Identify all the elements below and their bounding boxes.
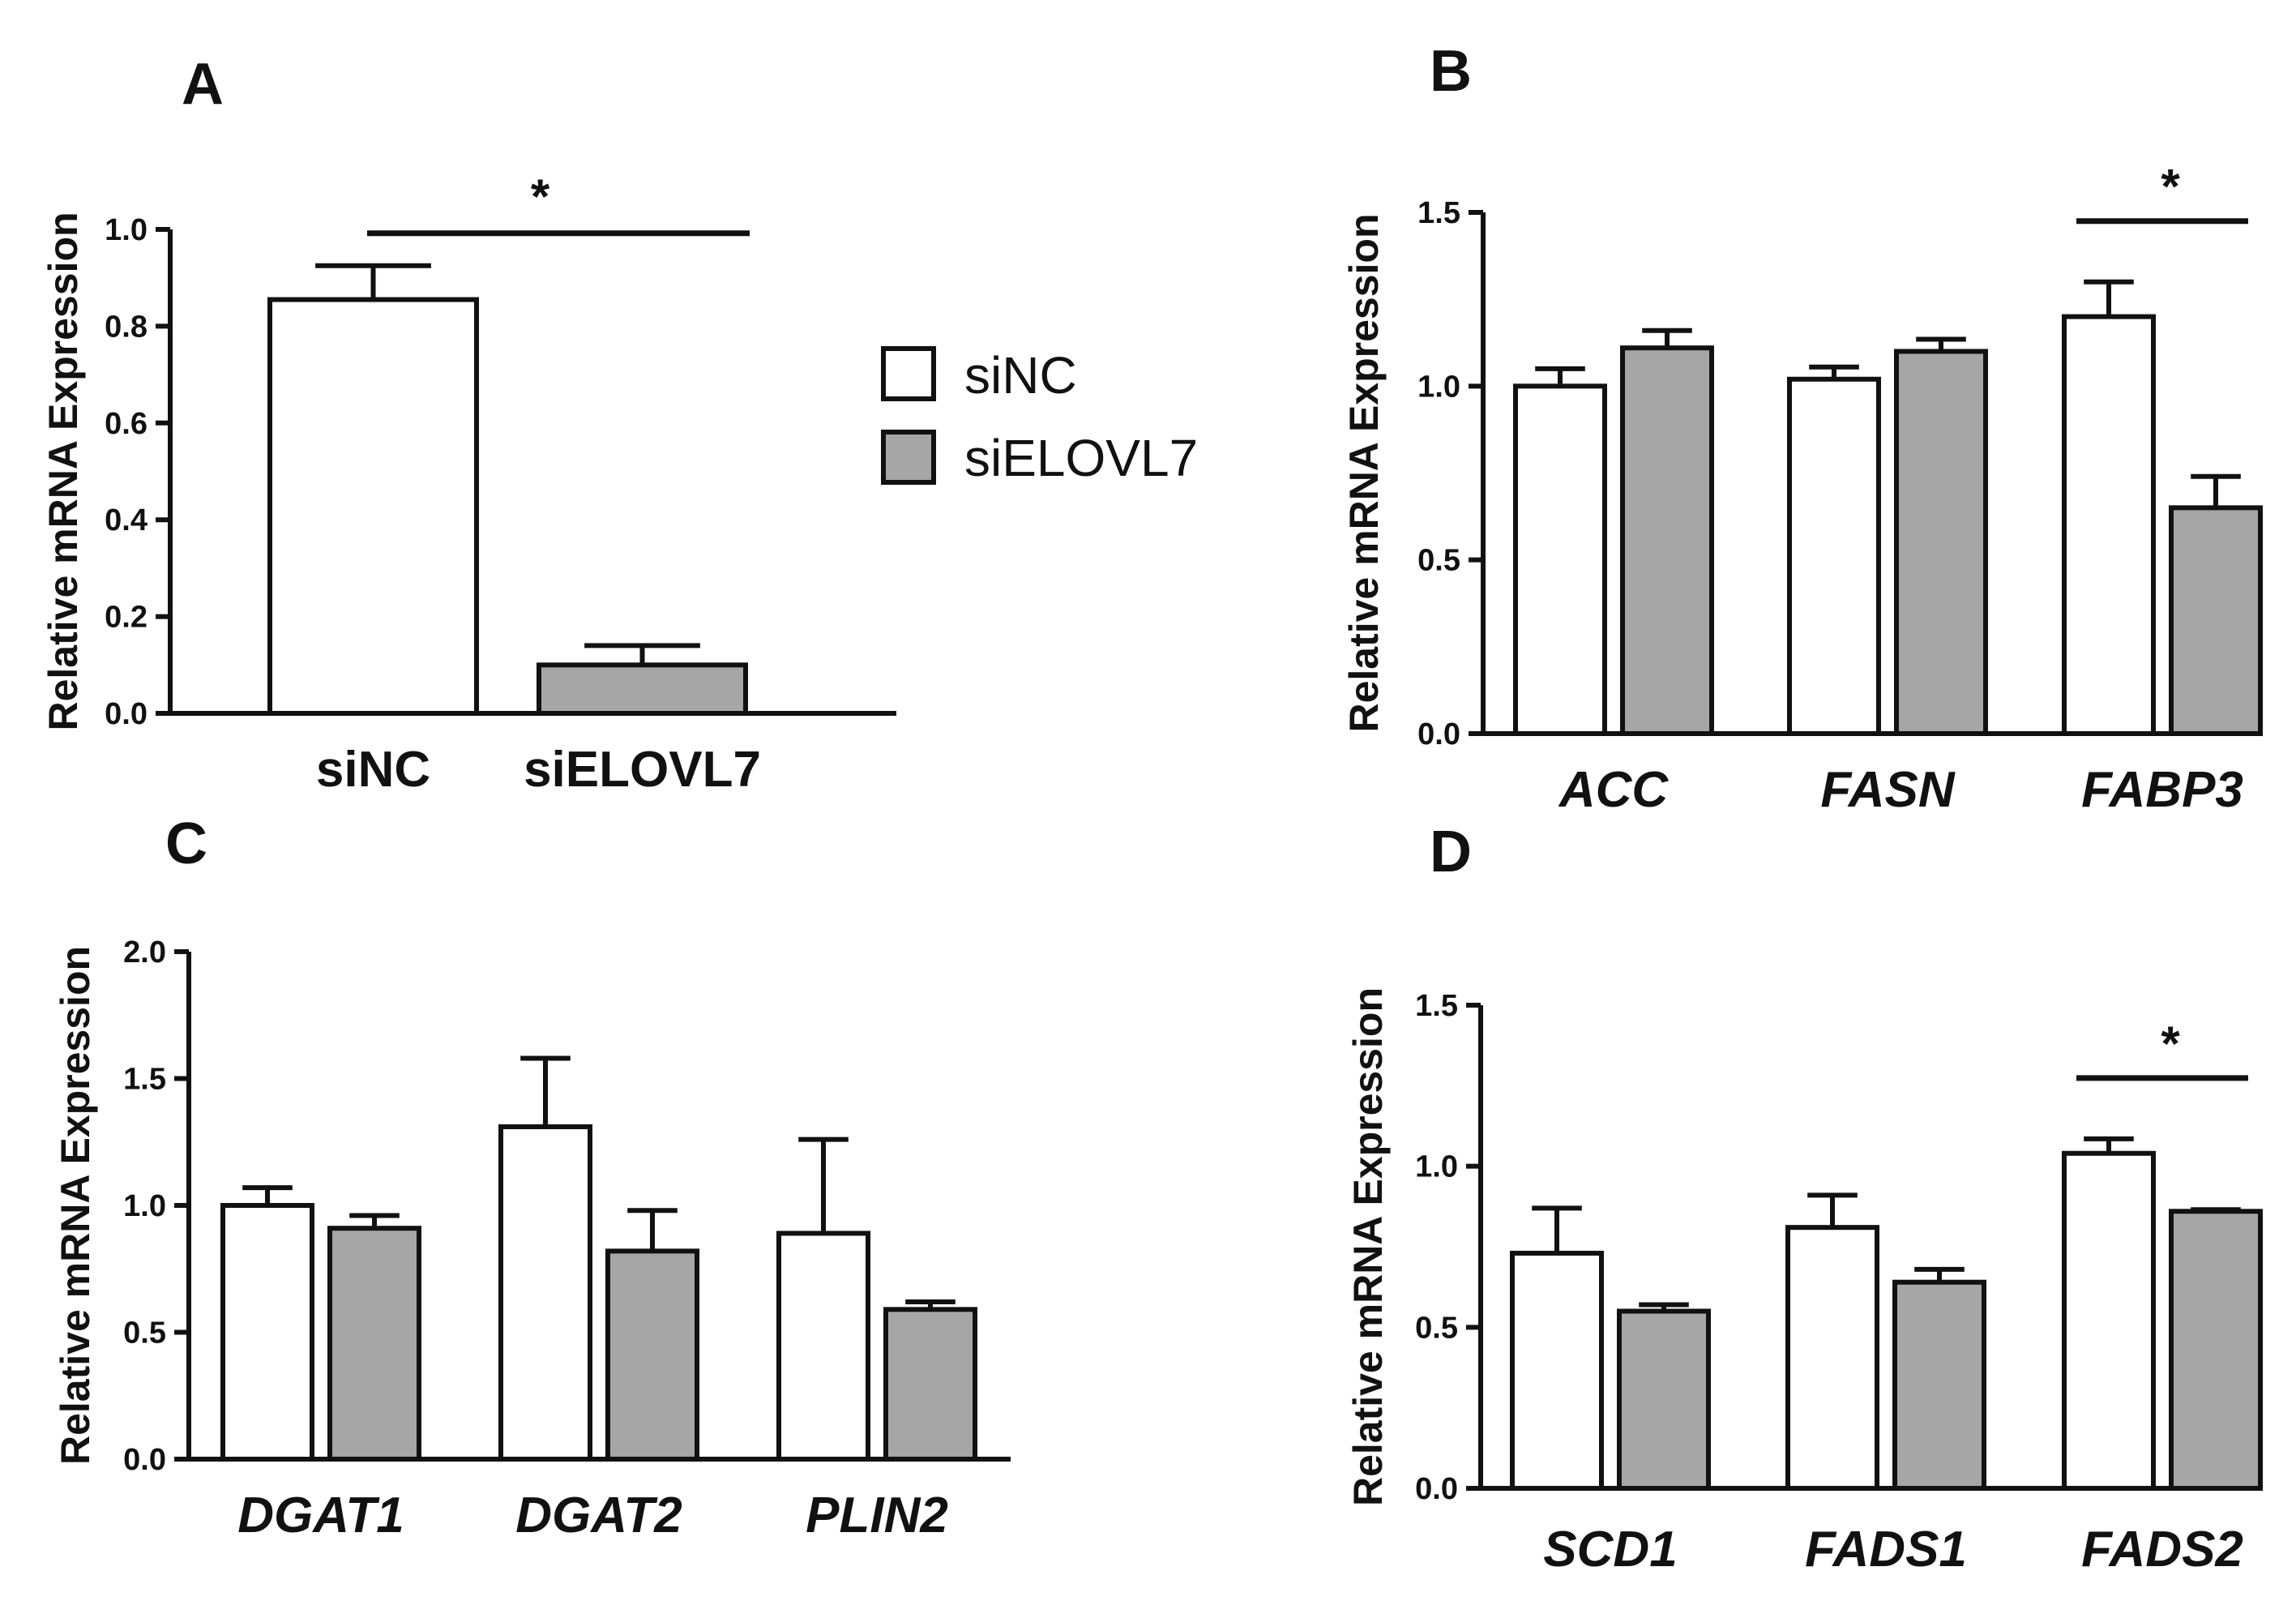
x-tick-label: DGAT2 [515,1488,682,1543]
bar-sielovl7-acc [1620,345,1714,736]
y-tick-label: 2.0 [123,935,166,970]
y-tick-label: 0.4 [105,503,148,537]
bar-sinc [267,297,479,716]
y-tick-label: 0.2 [105,601,148,635]
bar-sielovl7-dgat1 [327,1226,421,1462]
panel-c: C 0.0 0.5 1.0 1.5 2.0 Relative mRNA Expression… [53,811,1011,1543]
legend-swatch-sielovl7 [881,430,936,485]
legend-label-sinc: siNC [964,346,1077,405]
significance-star: * [531,169,550,224]
y-tick-label: 1.0 [1417,370,1460,404]
bar-sinc-dgat1 [220,1203,314,1462]
panel-b: B 0.0 0.5 1.0 1.5 Relative mRNA Expression ACC… [1341,39,2263,818]
significance-star: * [2161,160,2180,214]
significance-star: * [2161,1017,2180,1071]
panel-label-b: B [1430,39,1472,104]
bar-sinc-fasn [1787,376,1881,736]
bar-sielovl7-fabp3 [2169,505,2263,736]
bar-sinc-scd1 [1510,1250,1604,1491]
y-tick-label: 0.5 [1417,544,1460,578]
bar-sielovl7-scd1 [1617,1308,1711,1492]
y-tick-label: 0.0 [1417,717,1460,751]
y-tick-label: 0.6 [105,407,148,441]
bar-sinc-plin2 [776,1231,870,1462]
y-tick-label: 0.0 [123,1443,166,1477]
legend-swatch-sinc [881,346,936,401]
bar-sielovl7-dgat2 [605,1248,699,1462]
y-tick-label: 1.5 [1417,196,1460,230]
y-tick-label: 0.0 [105,697,148,731]
panel-a: A 0.0 0.2 0.4 0.6 0.8 1.0 Relative mRNA Express… [41,52,896,798]
legend: siNC siELOVL7 [881,346,1198,487]
bar-sielovl7-fads2 [2169,1209,2263,1491]
bar-sielovl7 [537,662,748,716]
panel-label-c: C [165,811,207,876]
bar-sielovl7-fasn [1894,349,1988,736]
x-tick-label: DGAT1 [237,1488,404,1543]
x-tick-label: SCD1 [1543,1522,1677,1577]
bar-sinc-fads1 [1785,1225,1879,1492]
x-tick-label: PLIN2 [806,1488,948,1543]
y-tick-label: 0.8 [105,310,148,344]
x-tick-label: FABP3 [2081,762,2243,818]
y-tick-label: 0.5 [1415,1311,1458,1345]
y-tick-label: 1.0 [1415,1150,1458,1184]
bar-sinc-fabp3 [2062,314,2156,737]
bar-sinc-acc [1513,383,1607,736]
y-tick-label: 1.5 [1415,989,1458,1023]
x-tick-label: FADS1 [1805,1522,1967,1577]
x-tick-label: siELOVL7 [524,742,761,798]
y-axis-label: Relative mRNA Expression [41,212,86,730]
bar-sielovl7-fads1 [1892,1279,1986,1491]
y-axis-label: Relative mRNA Expression [1345,987,1391,1506]
y-axis-label: Relative mRNA Expression [1341,213,1387,732]
x-tick-label: ACC [1558,762,1670,818]
legend-label-sielovl7: siELOVL7 [964,429,1198,487]
y-axis-label: Relative mRNA Expression [53,946,98,1465]
bar-sinc-dgat2 [498,1124,592,1462]
y-tick-label: 1.5 [123,1063,166,1097]
panel-label-a: A [182,52,224,117]
bar-sinc-fads2 [2062,1150,2156,1491]
x-tick-label: siNC [316,742,430,798]
y-tick-label: 0.0 [1415,1472,1458,1506]
panel-d: D 0.0 0.5 1.0 1.5 Relative mRNA Expression SCD… [1345,820,2263,1577]
x-tick-label: FADS2 [2081,1522,2243,1577]
panel-label-d: D [1430,820,1472,884]
bar-sielovl7-plin2 [883,1307,977,1462]
x-tick-label: FASN [1820,762,1956,818]
y-tick-label: 1.0 [105,213,148,247]
y-tick-label: 0.5 [123,1316,166,1351]
y-tick-label: 1.0 [123,1189,166,1223]
